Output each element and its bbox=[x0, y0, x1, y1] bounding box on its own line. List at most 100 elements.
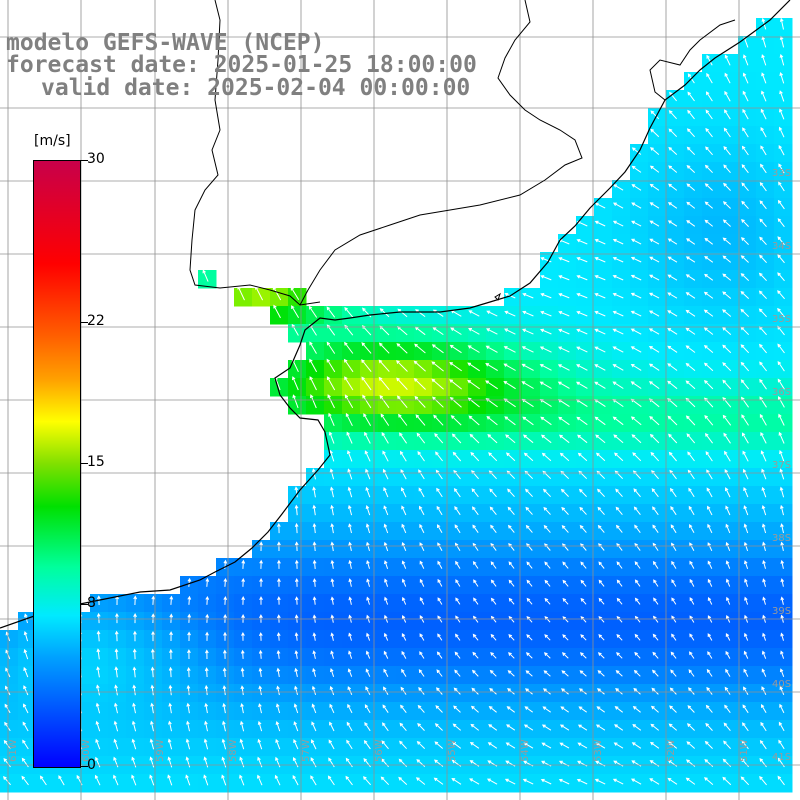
wind-arrow bbox=[777, 218, 785, 228]
wind-arrow bbox=[485, 363, 498, 372]
wind-arrow bbox=[274, 774, 281, 786]
wind-arrow bbox=[742, 468, 749, 480]
wind-arrow bbox=[779, 685, 785, 696]
valid-date: valid date: 2025-02-04 00:00:00 bbox=[41, 75, 471, 101]
wind-arrow bbox=[742, 108, 749, 120]
wind-arrow bbox=[418, 686, 425, 695]
wind-arrow bbox=[380, 758, 389, 768]
wind-arrow bbox=[431, 344, 444, 354]
wind-arrow bbox=[489, 488, 497, 498]
wind-arrow bbox=[522, 328, 534, 335]
wind-arrow bbox=[384, 578, 389, 587]
wind-arrow bbox=[613, 742, 624, 749]
wind-arrow bbox=[741, 722, 749, 732]
wind-arrow bbox=[449, 344, 462, 354]
wind-arrow bbox=[504, 416, 516, 426]
wind-arrow bbox=[94, 774, 101, 786]
wind-arrow bbox=[205, 577, 210, 587]
wind-arrow bbox=[649, 202, 660, 209]
wind-arrow bbox=[413, 377, 426, 390]
wind-arrow bbox=[396, 377, 408, 390]
colorbar-tick bbox=[80, 766, 88, 767]
wind-arrow bbox=[741, 740, 749, 750]
wind-arrow bbox=[704, 201, 714, 209]
wind-arrow bbox=[559, 742, 570, 749]
wind-arrow bbox=[725, 650, 731, 659]
wind-arrow bbox=[722, 291, 732, 299]
wind-arrow bbox=[777, 361, 785, 372]
wind-arrow bbox=[724, 704, 731, 714]
wind-arrow bbox=[558, 293, 570, 299]
wind-arrow bbox=[777, 236, 785, 246]
wind-arrow bbox=[382, 704, 389, 713]
wind-arrow bbox=[346, 739, 353, 750]
wind-arrow bbox=[309, 341, 317, 354]
wind-arrow bbox=[503, 346, 516, 353]
wind-arrow bbox=[558, 416, 570, 426]
wind-arrow bbox=[294, 578, 299, 587]
coastline bbox=[0, 0, 791, 629]
wind-arrow bbox=[257, 774, 263, 786]
wind-arrow bbox=[168, 684, 173, 696]
wind-arrow bbox=[686, 238, 696, 245]
wind-arrow bbox=[309, 358, 318, 373]
wind-arrow bbox=[742, 450, 749, 462]
wind-arrow bbox=[598, 561, 605, 569]
wind-arrow bbox=[649, 433, 660, 444]
wind-arrow bbox=[470, 705, 479, 713]
wind-arrow bbox=[330, 667, 335, 677]
wind-arrow bbox=[418, 669, 425, 677]
wind-arrow bbox=[95, 702, 101, 714]
wind-arrow bbox=[505, 742, 516, 749]
wind-arrow bbox=[744, 632, 749, 641]
wind-arrow bbox=[778, 163, 785, 174]
latitude-label: 40S bbox=[772, 679, 791, 690]
wind-arrow bbox=[203, 738, 209, 750]
wind-arrow bbox=[562, 597, 569, 605]
wind-arrow bbox=[221, 774, 227, 786]
wind-arrow bbox=[96, 612, 101, 624]
wind-arrow bbox=[168, 702, 172, 714]
wind-arrow bbox=[399, 432, 408, 444]
wind-arrow bbox=[686, 164, 696, 173]
wind-arrow bbox=[667, 256, 678, 263]
wind-arrow bbox=[221, 756, 227, 768]
wind-arrow bbox=[294, 522, 299, 534]
wind-arrow bbox=[348, 559, 352, 569]
wind-arrow bbox=[436, 651, 443, 659]
wind-arrow bbox=[561, 670, 569, 677]
wind-arrow bbox=[449, 379, 463, 390]
latitude-label: 39S bbox=[772, 606, 791, 617]
wind-arrow bbox=[594, 257, 606, 263]
wind-arrow bbox=[761, 523, 767, 534]
wind-arrow bbox=[594, 238, 606, 245]
wind-arrow bbox=[540, 416, 552, 426]
wind-arrow bbox=[467, 362, 480, 372]
wind-arrow bbox=[507, 670, 515, 677]
wind-arrow bbox=[241, 596, 246, 605]
wind-arrow bbox=[239, 774, 245, 786]
wind-arrow bbox=[293, 703, 299, 714]
wind-arrow bbox=[685, 777, 696, 785]
wind-arrow bbox=[521, 398, 534, 408]
wind-arrow bbox=[490, 597, 497, 605]
wind-arrow bbox=[361, 359, 372, 373]
wind-arrow bbox=[759, 396, 767, 408]
wind-arrow bbox=[704, 219, 714, 227]
wind-arrow bbox=[363, 757, 371, 768]
longitude-label: 59W bbox=[155, 739, 166, 762]
wind-arrow bbox=[312, 632, 317, 641]
wind-arrow bbox=[652, 651, 659, 659]
wind-arrow bbox=[562, 634, 569, 641]
wind-arrow bbox=[204, 684, 209, 696]
wind-arrow bbox=[576, 311, 588, 317]
wind-arrow bbox=[348, 632, 352, 641]
wind-arrow bbox=[544, 597, 551, 605]
wind-arrow bbox=[222, 649, 227, 659]
wind-arrow bbox=[704, 432, 714, 444]
wind-arrow bbox=[616, 634, 623, 641]
wind-arrow bbox=[132, 702, 136, 714]
wind-arrow bbox=[113, 738, 119, 750]
wind-arrow bbox=[326, 376, 336, 391]
wind-arrow bbox=[415, 414, 426, 426]
